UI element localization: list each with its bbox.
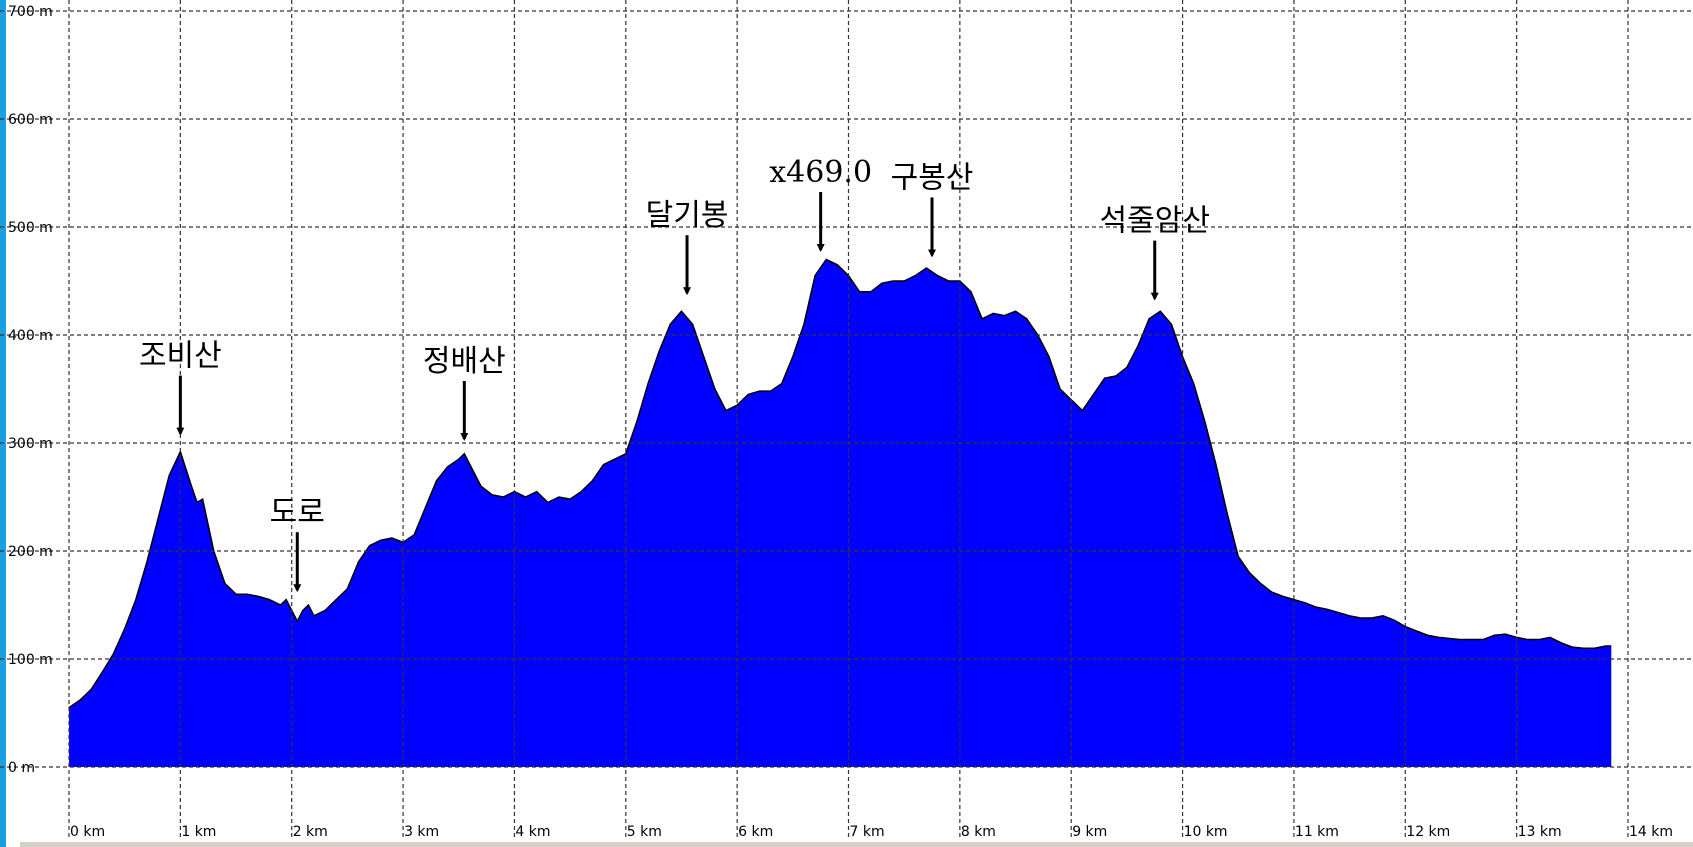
annotation: 달기봉 xyxy=(646,198,729,233)
x-tick-label: 13 km xyxy=(1518,824,1562,840)
area-outline xyxy=(68,258,1612,709)
y-tick-label: 0 m xyxy=(8,760,35,776)
x-tick-label: 11 km xyxy=(1295,824,1339,840)
x-tick-label: 14 km xyxy=(1629,824,1673,840)
annotation: 구봉산 xyxy=(891,160,974,195)
area xyxy=(69,259,1612,767)
annotation: 석줄암산 xyxy=(1100,204,1210,239)
scrollbar xyxy=(20,842,1693,847)
x-tick-label: 12 km xyxy=(1406,824,1450,840)
x-tick-label: 8 km xyxy=(961,824,996,840)
annotation: x469.0 xyxy=(769,155,872,190)
annotation: 도로 xyxy=(270,495,325,530)
x-tick-label: 6 km xyxy=(738,824,773,840)
window-edge xyxy=(0,0,6,847)
annotation: 정배산 xyxy=(423,344,506,379)
x-tick-label: 0 km xyxy=(70,824,105,840)
y-tick-label: 300 m xyxy=(8,436,53,452)
y-tick-label: 600 m xyxy=(8,112,53,128)
y-tick-label: 500 m xyxy=(8,220,53,236)
y-tick-label: 200 m xyxy=(8,544,53,560)
x-tick-label: 3 km xyxy=(404,824,439,840)
x-tick-label: 2 km xyxy=(293,824,328,840)
x-tick-label: 4 km xyxy=(515,824,550,840)
annotation: 조비산 xyxy=(139,339,222,374)
y-tick-label: 400 m xyxy=(8,328,53,344)
y-tick-label: 100 m xyxy=(8,652,53,668)
x-tick-label: 1 km xyxy=(181,824,216,840)
x-tick-label: 10 km xyxy=(1184,824,1228,840)
y-tick-label: 700 m xyxy=(8,4,53,20)
x-tick-label: 9 km xyxy=(1072,824,1107,840)
x-tick-label: 5 km xyxy=(627,824,662,840)
x-tick-label: 7 km xyxy=(850,824,885,840)
